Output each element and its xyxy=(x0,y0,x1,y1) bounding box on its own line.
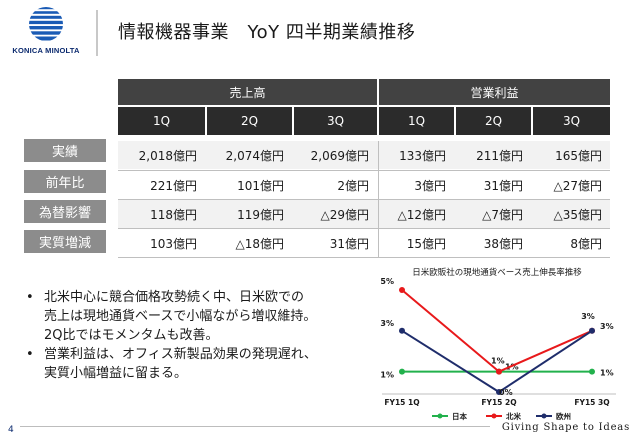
table-cell: △18億円 xyxy=(235,236,285,251)
row-divider xyxy=(118,199,610,200)
bullet-line: 北米中心に競合価格攻勢続く中、日米欧での xyxy=(44,290,305,305)
chart-title: 日米欧販社の現地通貨ベース売上伸長率推移 xyxy=(412,268,582,278)
konica-minolta-logo: KONICA MINOLTA xyxy=(6,6,86,66)
data-label: 3% xyxy=(600,322,614,331)
data-point xyxy=(399,327,405,334)
row-divider xyxy=(118,257,610,258)
table-cell: 118億円 xyxy=(150,207,197,222)
legend-label: 日本 xyxy=(452,411,467,421)
table-cell: 221億円 xyxy=(150,178,197,193)
bullet-line: 2Q比ではモメンタムも改善。 xyxy=(44,328,219,343)
table-cell: 133億円 xyxy=(399,148,446,163)
table-cell: 38億円 xyxy=(483,236,523,251)
table-cell: 101億円 xyxy=(237,178,284,193)
table-cell: 8億円 xyxy=(570,236,602,251)
table-cell: 103億円 xyxy=(150,236,197,251)
bullet-line: 売上は現地通貨ベースで小幅ながら増収維持。 xyxy=(44,309,317,324)
row-divider xyxy=(118,228,610,229)
row-label-actual: 実績 xyxy=(24,139,106,162)
bullet-item: • 営業利益は、オフィス新製品効果の発現遅れ、 実質小幅増益に留まる。 xyxy=(22,345,362,383)
header-profit-3q: 3Q xyxy=(533,107,610,135)
table-cell: 31億円 xyxy=(483,178,523,193)
row-divider xyxy=(118,170,610,171)
data-label: 5% xyxy=(380,277,394,286)
table-cell: 211億円 xyxy=(476,148,523,163)
footer-divider xyxy=(20,426,490,427)
legend-marker xyxy=(541,413,547,419)
x-tick-label: FY15 2Q xyxy=(481,398,516,407)
column-divider xyxy=(378,141,379,257)
table-cell: 3億円 xyxy=(414,178,446,193)
x-tick-label: FY15 1Q xyxy=(384,398,419,407)
bullet-item: • 北米中心に競合価格攻勢続く中、日米欧での 売上は現地通貨ベースで小幅ながら増… xyxy=(22,288,362,345)
header-sales-1q: 1Q xyxy=(118,107,205,135)
table-cell: △29億円 xyxy=(320,207,370,222)
data-point xyxy=(399,368,405,375)
header-sales-2q: 2Q xyxy=(207,107,292,135)
data-label: 3% xyxy=(581,312,595,321)
table-cell: △35億円 xyxy=(553,207,603,222)
data-point xyxy=(589,327,595,334)
table-cell: 2,069億円 xyxy=(310,148,369,163)
data-label: 1% xyxy=(505,363,519,372)
data-point xyxy=(589,368,595,375)
brand-tagline: Giving Shape to Ideas xyxy=(501,422,630,433)
data-point xyxy=(496,389,502,395)
row-label-yoy: 前年比 xyxy=(24,170,106,193)
data-label: 0% xyxy=(499,388,513,397)
bullet-marker: • xyxy=(26,347,34,362)
table-row-band xyxy=(118,200,610,228)
table-cell: 119億円 xyxy=(237,207,284,222)
x-tick-label: FY15 3Q xyxy=(574,398,609,407)
table-cell: 2億円 xyxy=(337,178,369,193)
page-number: 4 xyxy=(8,425,14,435)
table-cell: △7億円 xyxy=(482,207,523,222)
data-label: 1% xyxy=(491,357,505,366)
table-row-band xyxy=(118,141,610,169)
table-cell: 2,074億円 xyxy=(225,148,284,163)
table-cell: 31億円 xyxy=(329,236,369,251)
legend-marker xyxy=(491,413,497,419)
commentary-bullets: • 北米中心に競合価格攻勢続く中、日米欧での 売上は現地通貨ベースで小幅ながら増… xyxy=(22,288,362,383)
table-cell: △27億円 xyxy=(553,178,603,193)
data-label: 3% xyxy=(380,319,394,328)
bullet-line: 実質小幅増益に留まる。 xyxy=(44,366,188,381)
logo-wordmark: KONICA MINOLTA xyxy=(12,46,80,55)
header-profit-2q: 2Q xyxy=(456,107,531,135)
row-label-fx-impact: 為替影響 xyxy=(24,200,106,223)
header-profit-1q: 1Q xyxy=(379,107,454,135)
table-cell: 165億円 xyxy=(555,148,602,163)
page-title: 情報機器事業 YoY 四半期業績推移 xyxy=(118,22,416,43)
table-cell: 15億円 xyxy=(406,236,446,251)
data-label: 1% xyxy=(380,371,394,380)
legend-label: 欧州 xyxy=(556,411,571,421)
header-operating-profit: 営業利益 xyxy=(379,79,610,105)
globe-logo-icon xyxy=(29,7,63,41)
data-point xyxy=(399,287,405,293)
title-divider xyxy=(96,10,98,56)
header-sales-3q: 3Q xyxy=(294,107,377,135)
legend-marker xyxy=(437,413,443,419)
row-label-real-change: 実質増減 xyxy=(24,230,106,253)
data-point xyxy=(496,368,502,375)
bullet-line: 営業利益は、オフィス新製品効果の発現遅れ、 xyxy=(44,347,317,362)
bullet-marker: • xyxy=(26,290,34,305)
legend-label: 北米 xyxy=(506,411,521,421)
table-cell: 2,018億円 xyxy=(138,148,197,163)
growth-rate-line-chart: FY15 1Q FY15 2Q FY15 3Q1%1%1%5%1%3%3%0%3%日… xyxy=(380,277,616,421)
header-sales: 売上高 xyxy=(118,79,377,105)
table-cell: △12億円 xyxy=(397,207,447,222)
data-label: 1% xyxy=(600,369,614,378)
